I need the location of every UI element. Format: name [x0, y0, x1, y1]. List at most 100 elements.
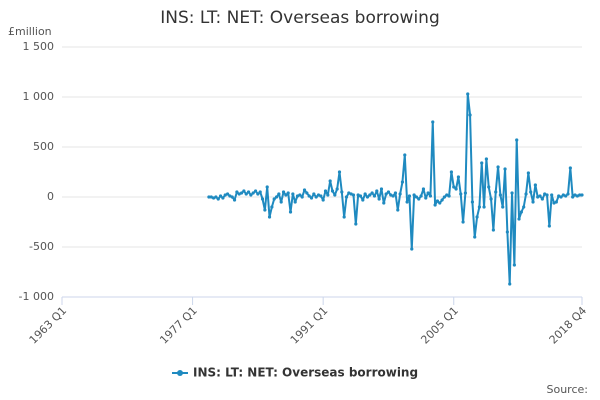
point — [533, 183, 537, 187]
point — [417, 197, 421, 201]
point — [545, 193, 549, 197]
y-tick-label: 500 — [33, 140, 54, 153]
point — [354, 222, 358, 226]
point — [312, 192, 316, 196]
point — [538, 194, 542, 198]
point — [414, 195, 419, 199]
point — [340, 190, 344, 194]
point — [547, 224, 551, 228]
point — [246, 190, 251, 194]
point — [253, 189, 258, 193]
point — [489, 197, 493, 201]
point — [382, 201, 386, 205]
point — [482, 205, 486, 209]
point — [421, 187, 426, 191]
point — [314, 195, 318, 199]
point — [522, 205, 526, 209]
point — [540, 197, 544, 201]
point — [473, 235, 477, 239]
point — [351, 193, 356, 197]
point — [267, 215, 272, 219]
point — [496, 165, 500, 169]
point — [554, 200, 558, 204]
point — [274, 195, 279, 199]
point — [258, 190, 262, 194]
y-tick-label: 1 500 — [23, 40, 55, 53]
point — [524, 192, 528, 196]
point — [461, 220, 465, 224]
point — [361, 198, 365, 202]
point — [391, 194, 395, 198]
point — [403, 153, 407, 157]
point — [221, 196, 225, 200]
point — [235, 190, 239, 194]
point — [510, 191, 514, 195]
point — [508, 282, 512, 286]
point — [239, 191, 244, 195]
point — [424, 196, 428, 200]
point — [263, 208, 267, 212]
x-tick-label: 2018 Q4 — [547, 304, 590, 347]
point — [400, 180, 405, 184]
point — [286, 191, 290, 195]
point — [428, 194, 433, 198]
point — [230, 195, 234, 199]
point — [328, 179, 332, 183]
point — [256, 192, 260, 196]
y-tick-label: -1 000 — [19, 290, 54, 303]
point — [475, 215, 479, 219]
x-tick-label: 1991 Q1 — [288, 304, 331, 347]
y-tick-label: -500 — [29, 240, 54, 253]
point — [517, 217, 521, 221]
legend-label: INS: LT: NET: Overseas borrowing — [193, 366, 418, 380]
point — [487, 185, 491, 189]
point — [447, 194, 451, 198]
point — [526, 171, 530, 175]
point — [242, 189, 246, 193]
point — [449, 170, 454, 174]
x-tick-label: 1977 Q1 — [157, 304, 200, 347]
point — [307, 194, 311, 198]
point — [515, 138, 519, 142]
point — [564, 194, 568, 198]
point — [568, 166, 572, 170]
point — [225, 192, 230, 196]
point — [300, 195, 304, 199]
point — [456, 175, 461, 179]
point — [218, 194, 223, 198]
point — [384, 192, 388, 196]
point — [288, 210, 293, 214]
point — [260, 197, 265, 201]
point — [281, 190, 286, 194]
point — [244, 192, 248, 196]
point — [344, 195, 349, 199]
point — [463, 191, 468, 195]
point — [333, 193, 337, 197]
point — [438, 201, 442, 205]
point — [368, 193, 372, 197]
point — [435, 199, 440, 203]
point — [566, 192, 570, 196]
point — [412, 193, 416, 197]
point — [335, 187, 339, 191]
point — [431, 120, 435, 124]
point — [323, 189, 328, 193]
point — [484, 157, 488, 161]
point — [405, 200, 409, 204]
point — [433, 203, 437, 207]
point — [505, 230, 509, 234]
point — [501, 205, 505, 209]
point — [326, 193, 330, 197]
point — [442, 195, 447, 199]
point — [578, 193, 582, 197]
point — [580, 193, 584, 197]
point — [279, 200, 283, 204]
point — [379, 187, 384, 191]
point — [372, 194, 377, 198]
point — [468, 113, 472, 117]
point — [452, 185, 456, 189]
point — [440, 198, 444, 202]
point — [337, 170, 342, 174]
point — [480, 161, 484, 165]
point — [410, 247, 414, 251]
